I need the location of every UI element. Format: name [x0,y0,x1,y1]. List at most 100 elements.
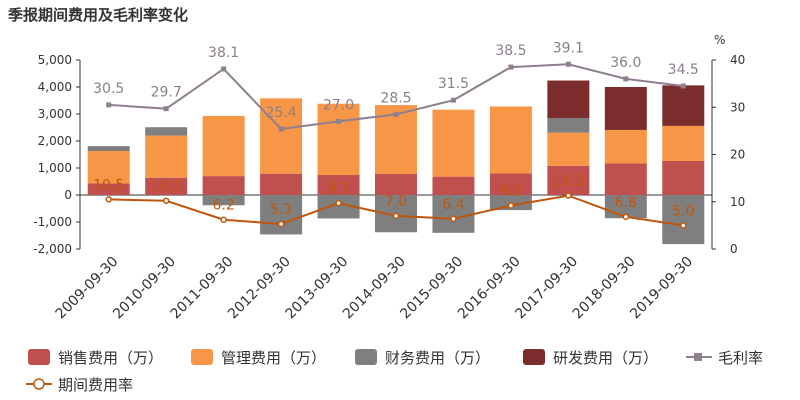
series-marker [336,118,342,124]
bar-segment [432,195,475,233]
series-marker [335,199,342,207]
bar-segment [260,173,303,195]
bar-segment [662,85,705,126]
data-label: 5.0 [672,203,694,219]
series-marker [277,220,285,228]
y-left-tick-label: -2,000 [33,242,72,256]
series-marker [105,196,112,203]
data-label: 38.1 [208,45,239,61]
y-left-tick-label: 5,000 [38,53,72,67]
series-marker [623,76,629,82]
y-right-tick-label: 30 [730,100,745,114]
bar-segment [662,125,705,161]
bar-segment [547,118,590,133]
bar-segment [432,176,475,195]
legend-marker [33,378,45,390]
data-label: 6.4 [442,197,464,213]
bar-segment [662,195,705,245]
legend-label: 研发费用（万） [553,349,658,367]
y-left-tick-label: 3,000 [38,107,72,121]
series-marker [163,106,169,112]
legend-swatch [28,349,50,365]
series-marker [507,202,515,209]
data-label: 10.2 [151,179,182,195]
y-right-unit-label: % [714,33,725,47]
series-marker [508,64,514,70]
bar-segment [604,129,647,164]
series-marker [450,97,456,103]
bar-segment [260,98,303,174]
data-label: 28.5 [380,90,411,106]
bar-segment [202,115,245,177]
series-marker [565,61,571,67]
bar-segment [662,160,705,195]
y-right-tick-label: 10 [730,195,745,209]
y-right-tick-label: 20 [730,148,745,162]
bar-segment [375,173,417,195]
data-label: 34.5 [668,62,699,78]
bar-segment [260,195,303,235]
bar-segment [604,163,647,195]
bar-segment [317,103,360,176]
data-label: 38.5 [495,43,526,59]
legend-swatch [355,349,377,365]
data-label: 5.3 [270,202,292,218]
series-marker [106,102,112,108]
series-marker [450,215,457,223]
bar-segment [317,175,360,195]
legend-swatch [191,349,213,365]
y-left-tick-label: 4,000 [38,80,72,94]
series-marker [565,192,572,199]
series-marker [393,111,399,117]
bar-segment [87,183,130,195]
data-label: 27.0 [323,97,354,113]
series-marker [680,222,687,229]
series-marker [622,213,630,221]
data-label: 36.0 [610,55,641,71]
bar-segment [202,176,245,195]
series-marker [162,197,170,205]
legend-marker [694,353,702,361]
data-label: 30.5 [93,81,124,97]
bar-segment [489,106,532,174]
bar-segment [145,135,188,178]
series-marker [220,216,227,223]
data-label: 6.2 [213,198,235,214]
data-label: 6.8 [615,195,637,211]
series-marker [392,212,400,220]
bar-segment [202,195,245,206]
y-left-tick-label: 1,000 [38,161,72,175]
legend-label: 管理费用（万） [221,349,326,367]
data-label: 25.4 [266,105,297,121]
data-label: 11.3 [553,174,584,190]
bar-segment [547,80,590,119]
chart-title: 季报期间费用及毛利率变化 [8,6,189,24]
bar-segment [87,150,130,184]
bar-segment [317,195,360,219]
legend-label: 毛利率 [718,349,763,367]
bar-segment [432,109,475,177]
bars-layer [87,80,705,245]
series-marker [278,126,284,132]
bar-segment [604,87,647,130]
bar-segment [489,173,532,195]
data-label: 9.2 [500,184,522,200]
legend-swatch [523,349,545,365]
data-label: 10.5 [93,177,124,193]
y-right-tick-label: 40 [730,53,745,67]
data-label: 31.5 [438,76,469,92]
data-label: 9.7 [327,181,349,197]
bar-segment [145,127,188,136]
bar-segment [547,132,590,166]
data-label: 39.1 [553,40,584,56]
y-right-tick-label: 0 [730,242,738,256]
bar-segment [87,146,130,151]
lines-layer: 30.5 29.7 38.1 25.4 27.0 28.5 31.5 38.5 39.1 36.0… [93,40,699,229]
data-label: 7.0 [385,194,407,210]
data-label: 29.7 [151,85,182,101]
series-marker [221,66,227,72]
series-marker [680,83,686,89]
y-left-tick-label: 0 [64,188,72,202]
